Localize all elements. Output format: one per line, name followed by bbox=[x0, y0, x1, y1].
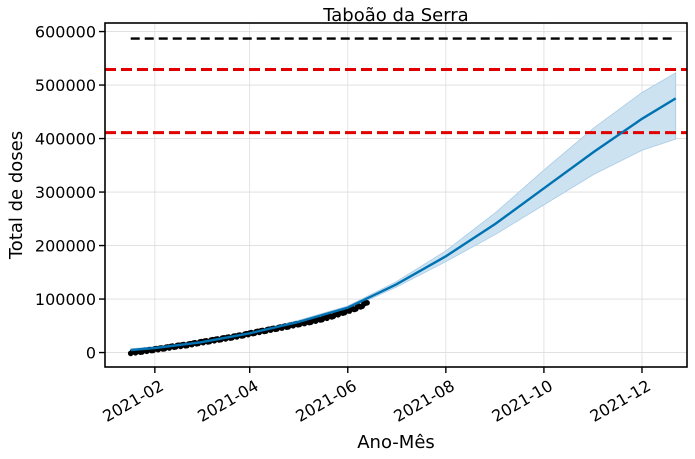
x-tick-label: 2021-06 bbox=[292, 376, 359, 426]
y-ticks: 0 100000 200000 300000 400000 500000 600000 bbox=[35, 23, 105, 363]
band-layer bbox=[130, 72, 677, 352]
x-tick-label: 2021-10 bbox=[489, 376, 556, 426]
y-tick-label: 100000 bbox=[35, 290, 96, 309]
observed-point bbox=[364, 300, 370, 306]
y-axis-title: Total de doses bbox=[6, 131, 27, 260]
grid-layer bbox=[105, 23, 687, 367]
forecast-layer bbox=[130, 97, 677, 352]
x-tick-label: 2021-12 bbox=[587, 376, 654, 426]
y-tick-label: 0 bbox=[86, 344, 96, 363]
y-tick-label: 300000 bbox=[35, 183, 96, 202]
forecast-line bbox=[130, 97, 677, 352]
x-tick-label: 2021-02 bbox=[99, 376, 166, 426]
y-tick-label: 400000 bbox=[35, 130, 96, 149]
y-tick-label: 500000 bbox=[35, 76, 96, 95]
x-tick-label: 2021-04 bbox=[194, 376, 261, 426]
y-tick-label: 200000 bbox=[35, 237, 96, 256]
chart-title: Taboão da Serra bbox=[322, 5, 468, 26]
x-ticks: 2021-02 2021-04 2021-06 2021-08 2021-10 2021-… bbox=[99, 367, 654, 426]
reference-layer bbox=[105, 37, 687, 135]
plot-frame bbox=[104, 22, 688, 368]
y-tick-label: 600000 bbox=[35, 23, 96, 42]
forecast-band bbox=[130, 72, 677, 352]
x-tick-label: 2021-08 bbox=[390, 376, 457, 426]
x-axis-title: Ano-Mês bbox=[357, 432, 435, 453]
